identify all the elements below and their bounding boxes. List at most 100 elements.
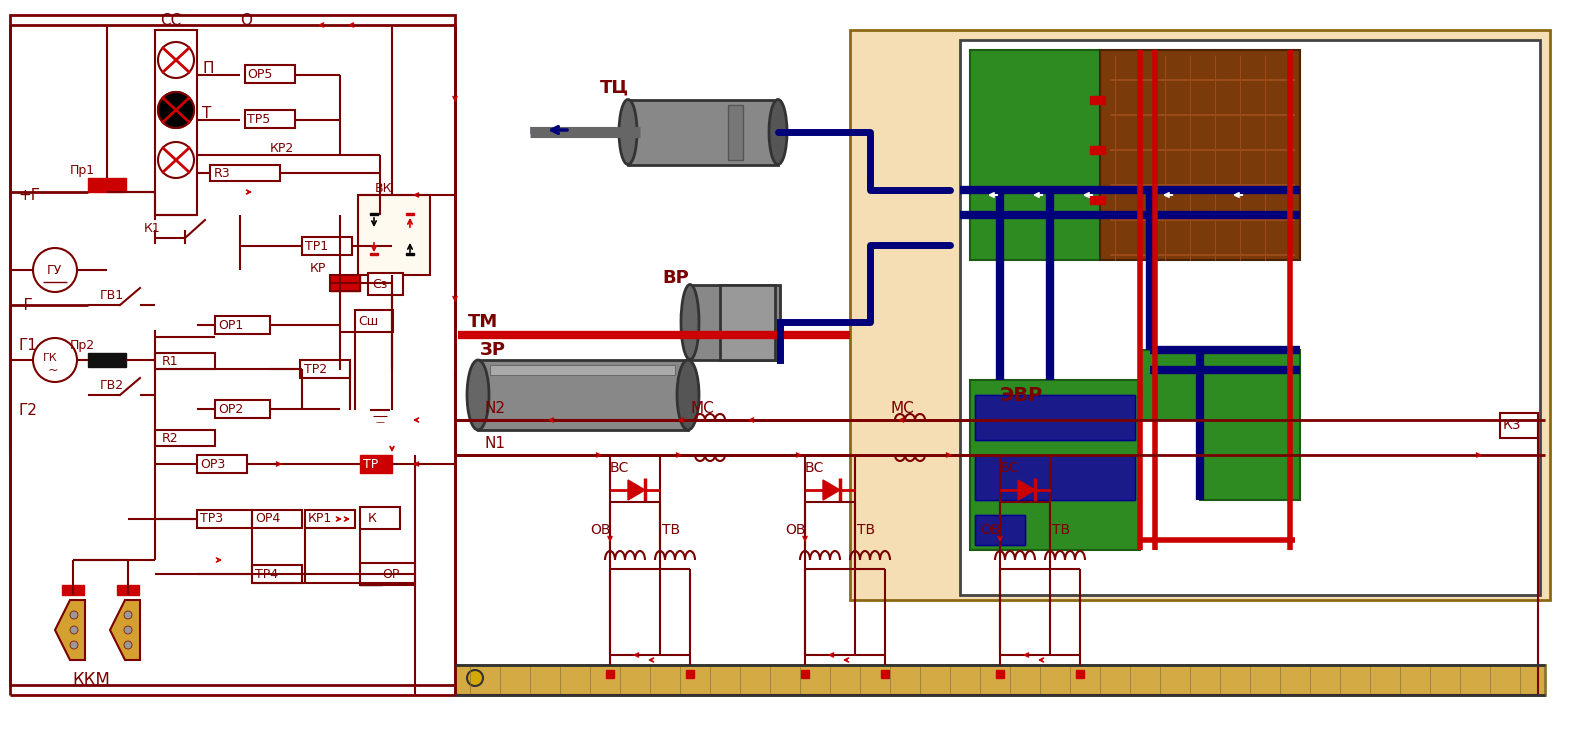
Text: ТР2: ТР2 xyxy=(304,362,326,375)
Bar xyxy=(1090,196,1105,204)
Text: R2: R2 xyxy=(162,432,178,445)
Bar xyxy=(244,110,295,128)
Bar xyxy=(244,65,295,83)
Text: +Г: +Г xyxy=(17,187,39,203)
Circle shape xyxy=(69,641,77,649)
Text: Г1: Г1 xyxy=(17,338,36,353)
Bar xyxy=(330,275,360,291)
Text: ОВ: ОВ xyxy=(590,523,610,537)
Text: ОР4: ОР4 xyxy=(255,512,281,526)
Text: ТВ: ТВ xyxy=(1052,523,1071,537)
Bar xyxy=(155,353,214,369)
Bar xyxy=(1090,146,1105,154)
Text: МС: МС xyxy=(889,400,913,416)
Text: ОР1: ОР1 xyxy=(218,319,243,332)
Text: ТЦ: ТЦ xyxy=(599,79,629,97)
Text: Т: Т xyxy=(202,106,211,120)
Text: ОР: ОР xyxy=(382,567,399,580)
Bar xyxy=(303,237,352,255)
Circle shape xyxy=(125,641,132,649)
Ellipse shape xyxy=(677,360,699,430)
Text: R1: R1 xyxy=(162,354,178,367)
Bar xyxy=(197,510,252,528)
Text: ~: ~ xyxy=(47,364,58,376)
Text: ГВ2: ГВ2 xyxy=(99,378,125,391)
Bar xyxy=(252,510,303,528)
Bar xyxy=(405,253,415,255)
Text: ТР: ТР xyxy=(363,458,378,470)
Bar xyxy=(975,515,1025,545)
Polygon shape xyxy=(110,600,140,660)
Text: ВК: ВК xyxy=(375,182,393,195)
Text: КР2: КР2 xyxy=(270,141,295,155)
Text: ГУ: ГУ xyxy=(47,263,62,276)
Bar xyxy=(975,515,1025,545)
Bar xyxy=(330,275,360,291)
Bar xyxy=(9,15,456,685)
Bar xyxy=(960,40,1541,595)
Text: ТВ: ТВ xyxy=(662,523,680,537)
Text: Сш: Сш xyxy=(358,314,378,327)
Text: R3: R3 xyxy=(214,166,230,179)
Bar xyxy=(117,585,139,595)
Polygon shape xyxy=(55,600,85,660)
Text: N2: N2 xyxy=(486,400,506,416)
Polygon shape xyxy=(628,480,645,500)
Text: ТМ: ТМ xyxy=(468,313,498,331)
Bar xyxy=(214,400,270,418)
Text: ОР5: ОР5 xyxy=(248,68,273,80)
Bar xyxy=(1500,413,1538,438)
Bar xyxy=(88,178,126,192)
Text: МС: МС xyxy=(691,400,714,416)
Bar xyxy=(801,670,809,678)
Bar xyxy=(975,455,1135,500)
Bar xyxy=(691,285,781,360)
Bar xyxy=(1101,50,1299,260)
Bar xyxy=(882,670,889,678)
Bar xyxy=(970,380,1140,550)
Text: КР: КР xyxy=(311,262,326,275)
Ellipse shape xyxy=(770,99,787,165)
Bar xyxy=(355,310,393,332)
Text: К1: К1 xyxy=(144,222,161,235)
Bar xyxy=(997,670,1005,678)
Circle shape xyxy=(69,611,77,619)
Bar xyxy=(1090,96,1105,104)
Bar xyxy=(970,50,1101,260)
Circle shape xyxy=(467,670,483,686)
Text: ОВ: ОВ xyxy=(979,523,1000,537)
Text: ВС: ВС xyxy=(610,461,629,475)
Text: ВР: ВР xyxy=(662,269,689,287)
Bar xyxy=(358,195,431,275)
Circle shape xyxy=(158,92,194,128)
Text: О: О xyxy=(240,12,252,28)
Circle shape xyxy=(69,626,77,634)
Polygon shape xyxy=(1140,350,1299,500)
Text: СС: СС xyxy=(159,12,181,28)
Circle shape xyxy=(125,626,132,634)
Ellipse shape xyxy=(681,284,699,359)
Text: К: К xyxy=(367,512,377,524)
Text: ОР2: ОР2 xyxy=(218,402,243,416)
Bar xyxy=(88,353,126,367)
Bar xyxy=(214,316,270,334)
Text: ТВ: ТВ xyxy=(856,523,875,537)
Text: ТР3: ТР3 xyxy=(200,512,222,526)
Bar xyxy=(300,360,350,378)
Bar xyxy=(1076,670,1083,678)
Text: Пр1: Пр1 xyxy=(69,163,95,176)
Bar xyxy=(371,213,378,215)
Bar xyxy=(371,253,378,255)
Text: ВС: ВС xyxy=(804,461,825,475)
Text: Пр2: Пр2 xyxy=(69,338,95,351)
Bar xyxy=(729,105,743,160)
Bar xyxy=(686,670,694,678)
Bar xyxy=(478,360,688,430)
Bar xyxy=(304,510,355,528)
Text: ГВ1: ГВ1 xyxy=(99,289,125,302)
Text: ТР5: ТР5 xyxy=(248,112,270,125)
Text: Сз: Сз xyxy=(372,278,388,290)
Bar xyxy=(456,665,1545,695)
Bar xyxy=(155,30,197,215)
Text: ТР1: ТР1 xyxy=(304,240,328,252)
